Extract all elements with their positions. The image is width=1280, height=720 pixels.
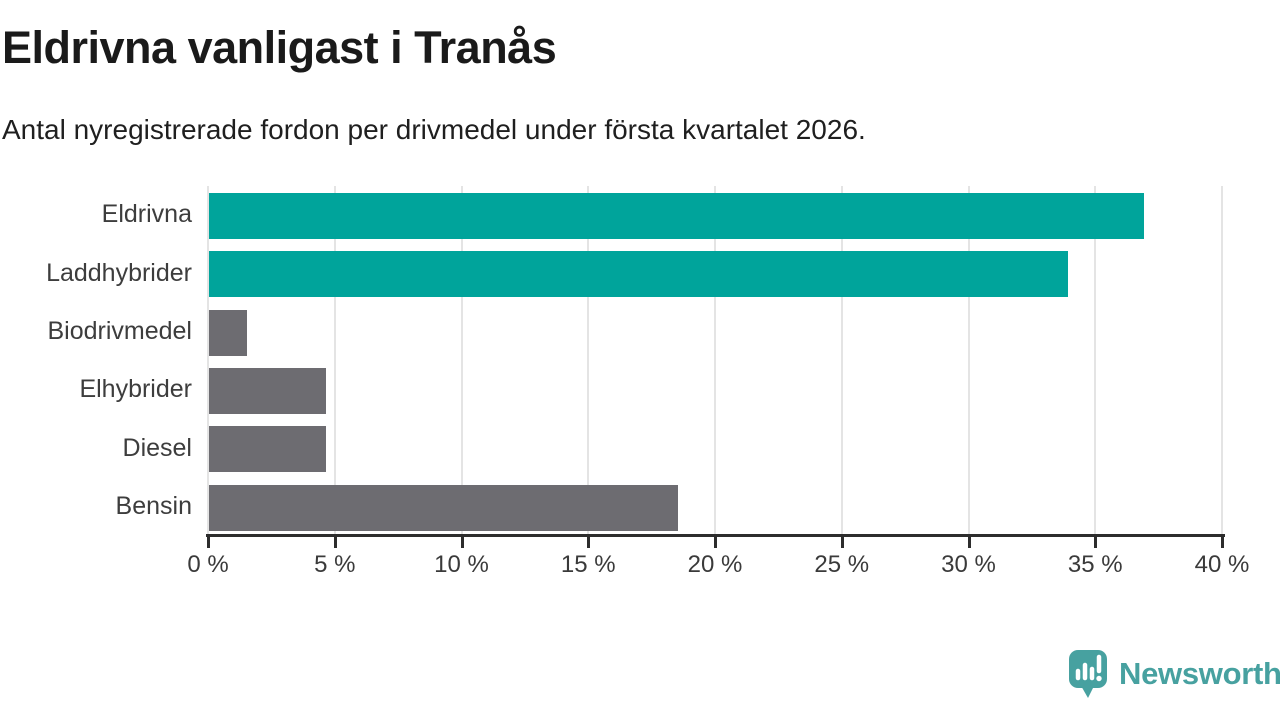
x-axis-tick-label: 40 %	[1194, 551, 1250, 578]
category-label: Biodrivmedel	[47, 316, 192, 345]
x-axis-tick	[587, 537, 591, 548]
x-axis-tick	[333, 537, 337, 548]
gridline	[460, 186, 463, 536]
category-label: Eldrivna	[101, 200, 192, 229]
gridline	[207, 186, 209, 536]
x-axis-tick-label: 35 %	[1067, 551, 1123, 578]
x-axis-tick	[460, 537, 464, 548]
gridline	[587, 186, 590, 536]
x-axis-tick-label: 5 %	[314, 551, 356, 578]
x-axis-tick	[1094, 537, 1098, 548]
bar-bensin	[209, 484, 678, 531]
gridline	[1221, 186, 1223, 536]
newsworthy-logo-text: Newsworthy	[1119, 656, 1280, 691]
gridline	[840, 186, 843, 536]
category-label: Diesel	[122, 433, 192, 462]
category-labels: Eldrivna Laddhybrider Biodrivmedel Elhybrid…	[0, 186, 192, 536]
bar-laddhybrider	[209, 251, 1069, 298]
newsworthy-logo-icon	[1069, 650, 1107, 698]
bar-eldrivna	[209, 193, 1145, 239]
gridline	[1094, 186, 1097, 536]
x-axis-tick	[207, 537, 210, 548]
bar-biodrivmedel	[209, 309, 248, 356]
x-axis-tick	[714, 537, 717, 548]
x-axis-tick-label: 10 %	[434, 551, 489, 578]
bar-chart-plot	[207, 186, 1223, 536]
category-label: Laddhybrider	[46, 258, 192, 287]
x-axis-line	[206, 534, 1225, 537]
x-axis-tick	[967, 537, 971, 548]
bar-diesel	[209, 426, 326, 473]
x-axis-tick-label: 25 %	[814, 551, 870, 578]
x-axis-tick-label: 15 %	[560, 551, 616, 578]
chart-title: Eldrivna vanligast i Tranås	[2, 22, 557, 73]
category-label: Elhybrider	[79, 375, 192, 404]
chart-subtitle: Antal nyregistrerade fordon per drivmede…	[2, 114, 866, 145]
x-axis-tick-label: 0 %	[187, 551, 229, 578]
newsworthy-logo: Newsworthy	[1066, 648, 1280, 700]
x-axis-tick	[840, 537, 844, 548]
x-axis-tick	[1221, 537, 1224, 548]
gridline	[967, 186, 970, 536]
bar-elhybrider	[209, 368, 326, 414]
x-axis-tick-label: 30 %	[941, 551, 996, 578]
x-axis-tick-label: 20 %	[687, 551, 743, 578]
gridline	[714, 186, 716, 536]
gridline	[333, 186, 336, 536]
category-label: Bensin	[115, 491, 192, 520]
